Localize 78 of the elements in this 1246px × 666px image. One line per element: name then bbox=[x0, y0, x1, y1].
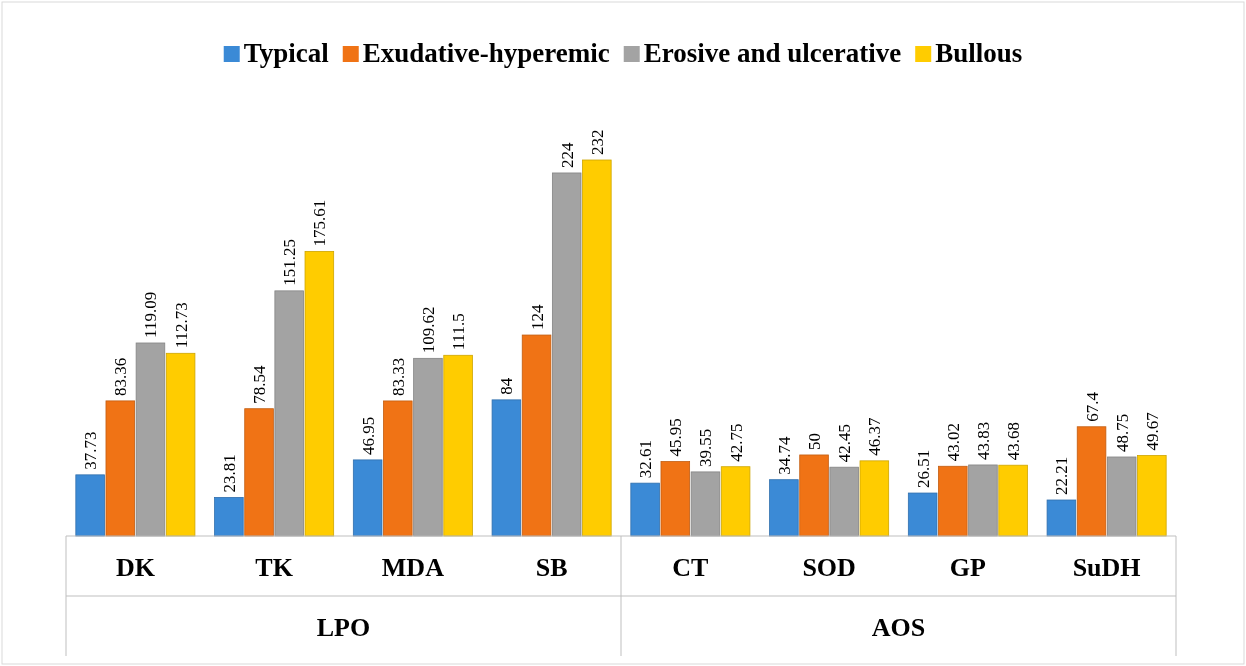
data-label: 43.02 bbox=[943, 423, 963, 462]
x-tick-label: SOD bbox=[802, 553, 856, 582]
bar bbox=[968, 464, 998, 537]
data-label: 46.95 bbox=[358, 416, 378, 455]
data-label: 224 bbox=[557, 141, 577, 168]
data-label: 83.36 bbox=[111, 357, 131, 396]
bar bbox=[551, 172, 582, 537]
bar bbox=[720, 466, 751, 537]
bar bbox=[304, 250, 335, 537]
bar bbox=[938, 465, 968, 537]
data-label: 37.73 bbox=[81, 431, 101, 470]
data-label: 111.5 bbox=[449, 313, 469, 351]
bar bbox=[582, 159, 612, 537]
x-tick-label: SuDH bbox=[1072, 553, 1141, 582]
bar bbox=[1046, 499, 1077, 537]
legend-label: Erosive and ulcerative bbox=[643, 38, 902, 68]
data-label: 67.4 bbox=[1082, 391, 1102, 422]
data-label: 83.33 bbox=[388, 357, 408, 396]
bar bbox=[105, 400, 136, 537]
bar bbox=[690, 471, 721, 537]
bar bbox=[859, 460, 890, 537]
data-label: 46.37 bbox=[865, 417, 885, 456]
bar bbox=[630, 482, 660, 537]
bar bbox=[769, 479, 799, 537]
text: LPO bbox=[316, 613, 371, 642]
data-label: 42.75 bbox=[726, 423, 746, 462]
bar bbox=[829, 466, 859, 537]
bar bbox=[491, 399, 522, 537]
legend-label: Bullous bbox=[935, 38, 1023, 68]
bar bbox=[165, 352, 196, 537]
x-tick-label: DK bbox=[115, 553, 156, 582]
bar bbox=[352, 459, 383, 537]
data-label: 112.73 bbox=[171, 302, 191, 349]
data-label: 119.09 bbox=[141, 291, 161, 338]
data-label: 39.55 bbox=[696, 428, 716, 467]
x-tick-label: TK bbox=[255, 553, 294, 582]
bar bbox=[413, 357, 443, 537]
data-label: 175.61 bbox=[310, 199, 330, 247]
x-tick-label: CT bbox=[672, 553, 709, 582]
data-label: 124 bbox=[527, 304, 547, 331]
bar bbox=[998, 464, 1028, 537]
data-label: 43.68 bbox=[1004, 421, 1024, 461]
bar bbox=[660, 461, 691, 537]
x-tick-label: GP bbox=[949, 553, 987, 582]
bar bbox=[75, 474, 105, 537]
data-label: 49.67 bbox=[1142, 411, 1162, 451]
bar bbox=[443, 354, 473, 537]
data-label: 26.51 bbox=[913, 449, 933, 489]
bar bbox=[135, 342, 166, 537]
data-label: 45.95 bbox=[666, 418, 686, 457]
bar bbox=[1106, 456, 1137, 537]
data-label: 109.62 bbox=[418, 306, 438, 354]
data-label: 78.54 bbox=[250, 364, 270, 404]
bar bbox=[383, 400, 413, 537]
data-label: 232 bbox=[587, 129, 607, 155]
text: AOS bbox=[871, 613, 926, 642]
bar bbox=[214, 497, 244, 537]
legend-label: Typical bbox=[243, 38, 330, 68]
bar bbox=[1137, 455, 1167, 537]
data-label: 43.83 bbox=[973, 421, 993, 460]
bar bbox=[907, 492, 938, 537]
data-label: 48.75 bbox=[1112, 413, 1132, 452]
bar bbox=[521, 334, 552, 537]
x-tick-label: SB bbox=[535, 553, 568, 582]
legend-label: Exudative-hyperemic bbox=[362, 38, 610, 68]
data-label: 32.61 bbox=[636, 439, 656, 479]
data-label: 84 bbox=[497, 377, 517, 395]
data-label: 22.21 bbox=[1052, 456, 1072, 495]
bar bbox=[244, 408, 274, 537]
data-label: 42.45 bbox=[835, 423, 855, 463]
x-tick-label: MDA bbox=[381, 553, 445, 582]
bar bbox=[799, 454, 829, 537]
data-label: 34.74 bbox=[774, 435, 794, 475]
bar bbox=[274, 290, 304, 537]
bar bbox=[1076, 426, 1107, 537]
data-label: 151.25 bbox=[280, 239, 300, 286]
data-label: 50 bbox=[805, 432, 825, 450]
data-label: 23.81 bbox=[219, 454, 239, 493]
